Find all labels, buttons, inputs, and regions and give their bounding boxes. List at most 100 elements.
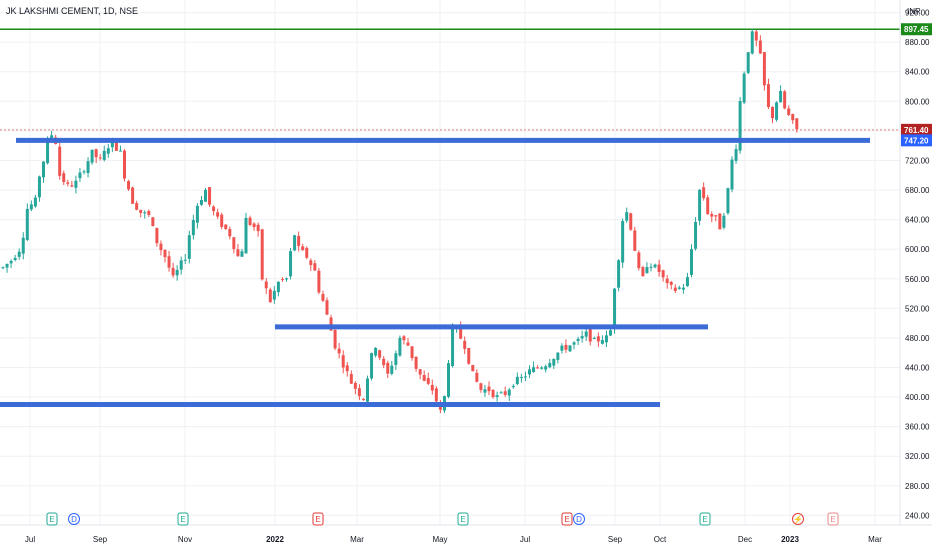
price-tick-label: 720.00 [905, 156, 930, 165]
candle-body [232, 237, 236, 249]
candle-body [268, 289, 272, 303]
earnings-icon[interactable] [699, 512, 711, 526]
candle-body [357, 388, 361, 397]
dividend-icon[interactable] [68, 513, 80, 525]
candle-body [70, 185, 74, 187]
time-tick-label: Mar [868, 535, 882, 544]
candle-body [463, 340, 467, 349]
candle-body [613, 288, 617, 329]
candle-body [220, 214, 224, 227]
candle-body [596, 336, 600, 342]
price-tick-label: 280.00 [905, 482, 930, 491]
candle-body [584, 331, 588, 337]
time-tick-label: Sep [608, 535, 623, 544]
candle-body [29, 204, 33, 210]
candle-body [42, 161, 45, 178]
candle-body [479, 383, 483, 390]
candle-body [191, 220, 195, 236]
candle-body [131, 187, 135, 204]
candle-body [528, 369, 531, 375]
candle-body [487, 386, 491, 392]
support-resistance-levels[interactable] [0, 137, 870, 407]
candle-body [167, 256, 171, 268]
price-tick-label: 880.00 [905, 38, 930, 47]
candle-body [1, 267, 5, 269]
candle-body [349, 374, 353, 384]
candle-body [588, 328, 592, 342]
candle-body [86, 161, 90, 174]
candle-body [702, 187, 706, 199]
candle-body [17, 251, 21, 257]
earnings-icon[interactable] [827, 512, 839, 526]
candle-body [503, 391, 507, 395]
candle-body [418, 369, 422, 375]
candle-body [378, 350, 382, 358]
earnings-icon[interactable] [312, 512, 324, 526]
event-label: E [564, 515, 569, 524]
candle-body [276, 281, 280, 293]
candle-body [33, 197, 37, 207]
event-label: E [460, 515, 465, 524]
candle-body [98, 157, 102, 159]
earnings-icon[interactable] [177, 512, 189, 526]
earnings-icon[interactable] [46, 512, 58, 526]
price-tick-label: 800.00 [905, 97, 930, 106]
event-label: E [180, 515, 185, 524]
candle-body [382, 358, 386, 366]
candle-body [548, 363, 552, 368]
candle-body [280, 279, 284, 281]
candle-body [361, 398, 365, 400]
time-tick-label: 2022 [266, 535, 284, 544]
candle-body [791, 114, 795, 121]
split-icon[interactable] [792, 513, 804, 525]
candle-body [633, 230, 637, 251]
candle-body [795, 118, 799, 130]
candle-body [374, 347, 378, 356]
price-tick-label: 680.00 [905, 186, 930, 195]
candle-body [313, 263, 317, 271]
candle-body [224, 224, 228, 229]
candle-body [483, 389, 487, 393]
time-tick-label: Oct [654, 535, 667, 544]
events-row: E D E E E E D E ⚡ E [46, 512, 839, 526]
candle-body [742, 73, 746, 103]
candle-body [552, 358, 556, 366]
price-tick-label: 600.00 [905, 245, 930, 254]
candle-body [495, 395, 499, 397]
price-tick-label: 840.00 [905, 68, 930, 77]
candle-body [285, 278, 288, 280]
horizontal-lines [0, 28, 900, 131]
event-label: D [576, 515, 582, 524]
price-tick-label: 520.00 [905, 304, 930, 313]
candle-body [515, 376, 519, 385]
earnings-icon[interactable] [457, 512, 469, 526]
time-tick-label: Sep [93, 535, 108, 544]
candle-body [677, 287, 681, 289]
candle-body [179, 260, 183, 270]
price-tick-label: 400.00 [905, 393, 930, 402]
candle-body [82, 171, 86, 173]
candle-body [447, 363, 450, 397]
candle-body [641, 267, 645, 277]
candle-body [467, 348, 471, 364]
candle-body [544, 366, 548, 370]
candle-body [370, 353, 374, 379]
candle-body [625, 212, 629, 221]
candle-body [430, 384, 434, 391]
price-label-high [901, 23, 932, 36]
price-tick-label: 320.00 [905, 452, 930, 461]
candle-body [750, 31, 754, 54]
candle-body [25, 208, 29, 240]
candle-body [710, 214, 714, 217]
candle-body [183, 259, 187, 261]
dividend-icon[interactable] [573, 513, 585, 525]
candle-body [669, 281, 673, 285]
candle-body [329, 317, 333, 331]
candle-body [746, 52, 750, 73]
candle-body [139, 209, 143, 213]
candle-body [394, 353, 398, 365]
earnings-icon[interactable] [561, 512, 573, 526]
time-axis[interactable]: Jul Sep Nov 2022 Mar May Jul Sep Oct Dec 2023 Mar [25, 535, 882, 544]
